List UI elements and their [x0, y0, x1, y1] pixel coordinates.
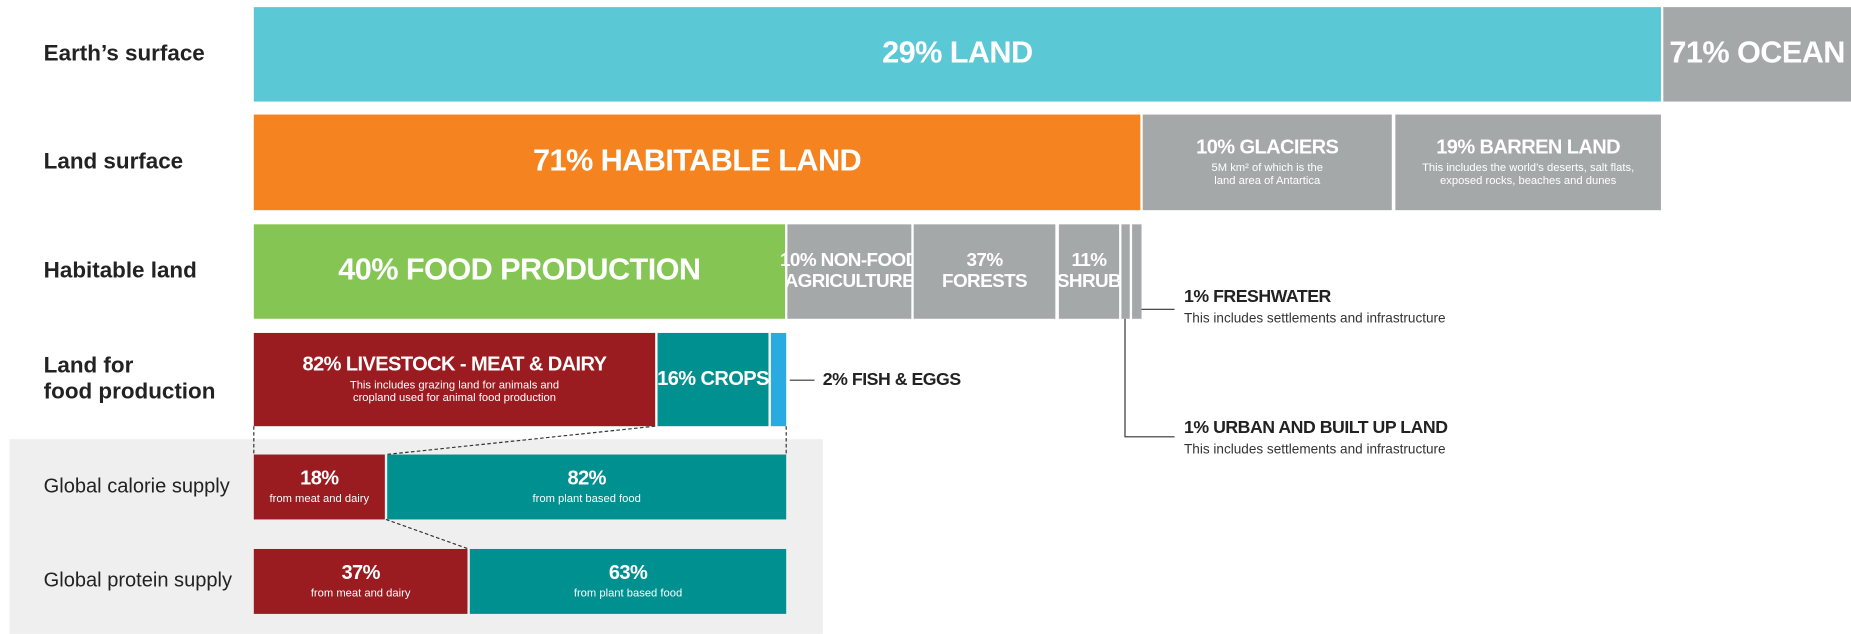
- row-label: Land surface: [44, 148, 183, 173]
- segment: [253, 454, 385, 520]
- segment: [387, 454, 787, 520]
- segment-subtitle: land area of Antartica: [1214, 175, 1321, 187]
- segment: [253, 7, 1661, 102]
- freshwater-bar: [1121, 224, 1130, 319]
- segment-title: 82% LIVESTOCK - MEAT & DAIRY: [303, 354, 608, 376]
- segment: [657, 332, 769, 427]
- segment-title: 63%: [609, 562, 648, 584]
- row-label: Habitable land: [44, 257, 197, 282]
- segment: [253, 332, 656, 427]
- segment-title: SHRUB: [1057, 271, 1121, 292]
- segment: [1142, 114, 1392, 211]
- segment-subtitle: 5M km² of which is the: [1212, 162, 1323, 174]
- segment-title: 40% FOOD PRODUCTION: [338, 252, 700, 287]
- segment-title: 18%: [300, 468, 339, 490]
- dashed-connectors: [253, 425, 787, 550]
- segment-subtitle: This includes the world’s deserts, salt …: [1422, 162, 1634, 174]
- segment-title: 37%: [341, 562, 380, 584]
- annotation-title: 1% FRESHWATER: [1184, 286, 1332, 306]
- annotation-leaders: [789, 308, 1175, 438]
- segment: [1395, 114, 1661, 211]
- row-label: food production: [44, 378, 216, 403]
- annotation-subtitle: This includes settlements and infrastruc…: [1184, 441, 1446, 456]
- segment-subtitle: from meat and dairy: [311, 588, 411, 600]
- segment-subtitle: from plant based food: [574, 588, 682, 600]
- segment-title: 71% HABITABLE LAND: [533, 142, 861, 177]
- segment-subtitle: cropland used for animal food production: [353, 392, 556, 404]
- segment: [787, 224, 912, 319]
- segment: [913, 224, 1056, 319]
- urban-bar: [1132, 224, 1142, 319]
- fish-eggs-bar: [770, 332, 787, 427]
- segment-title: 29% LAND: [882, 34, 1032, 69]
- segment-subtitle: from meat and dairy: [270, 493, 370, 505]
- segment-title: 19% BARREN LAND: [1436, 136, 1620, 158]
- annotation-title: 1% URBAN AND BUILT UP LAND: [1184, 417, 1448, 437]
- segment: [469, 548, 787, 614]
- segment: [253, 224, 786, 319]
- annotation-subtitle: This includes settlements and infrastruc…: [1184, 310, 1446, 325]
- segment: [1058, 224, 1120, 319]
- annotation-title: 2% FISH & EGGS: [823, 369, 962, 389]
- segment-title: 10% GLACIERS: [1196, 136, 1338, 158]
- connector: [385, 425, 656, 456]
- row-label: Global protein supply: [44, 570, 232, 592]
- segment-title: 11%: [1072, 250, 1108, 271]
- segment: [1663, 7, 1851, 102]
- segment-subtitle: from plant based food: [533, 493, 641, 505]
- segment-title: 10% NON-FOOD: [780, 250, 919, 271]
- segment-title: 71% OCEAN: [1669, 34, 1844, 69]
- row-label: Land for: [44, 353, 134, 378]
- segment: [253, 114, 1141, 211]
- segment-title: 16% CROPS: [657, 368, 769, 390]
- leader: [1124, 318, 1175, 438]
- segment-subtitle: exposed rocks, beaches and dunes: [1440, 175, 1617, 187]
- row-label: Earth’s surface: [44, 40, 205, 65]
- segment-title: AGRICULTURE: [785, 271, 914, 292]
- segment-title: FORESTS: [942, 271, 1027, 292]
- segment: [253, 548, 468, 614]
- connector: [385, 518, 469, 550]
- segment-title: 37%: [967, 250, 1004, 271]
- segment-subtitle: This includes grazing land for animals a…: [350, 379, 559, 391]
- row-label: Global calorie supply: [44, 475, 230, 497]
- segment-title: 82%: [568, 468, 607, 490]
